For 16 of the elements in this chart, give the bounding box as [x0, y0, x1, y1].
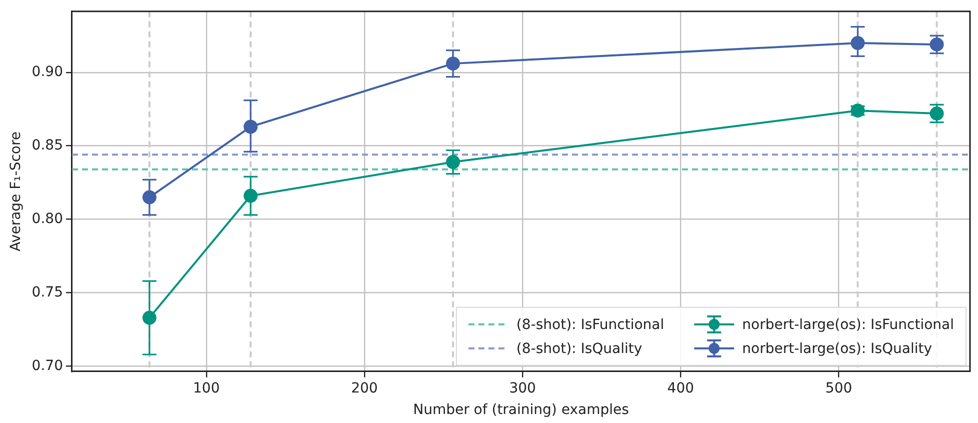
legend-label: norbert-large(os): IsQuality — [742, 341, 932, 358]
x-axis-title: Number of (training) examples — [413, 402, 629, 418]
x-tick-label: 300 — [509, 380, 536, 396]
y-tick-label: 0.70 — [32, 358, 63, 374]
y-tick-label: 0.75 — [32, 284, 63, 300]
x-tick-label: 200 — [351, 380, 378, 396]
legend-label: (8-shot): IsQuality — [516, 341, 642, 358]
y-tick-label: 0.90 — [32, 64, 63, 80]
x-tick-label: 400 — [667, 380, 694, 396]
y-tick-label: 0.80 — [32, 210, 63, 227]
x-tick-label: 500 — [825, 380, 852, 396]
y-tick-label: 0.85 — [32, 137, 63, 154]
x-tick-label: 100 — [192, 380, 220, 396]
legend-label: (8-shot): IsFunctional — [516, 317, 664, 334]
legend-label: norbert-large(os): IsFunctional — [742, 317, 954, 334]
y-axis-title: Average F₁-Score — [8, 131, 24, 252]
